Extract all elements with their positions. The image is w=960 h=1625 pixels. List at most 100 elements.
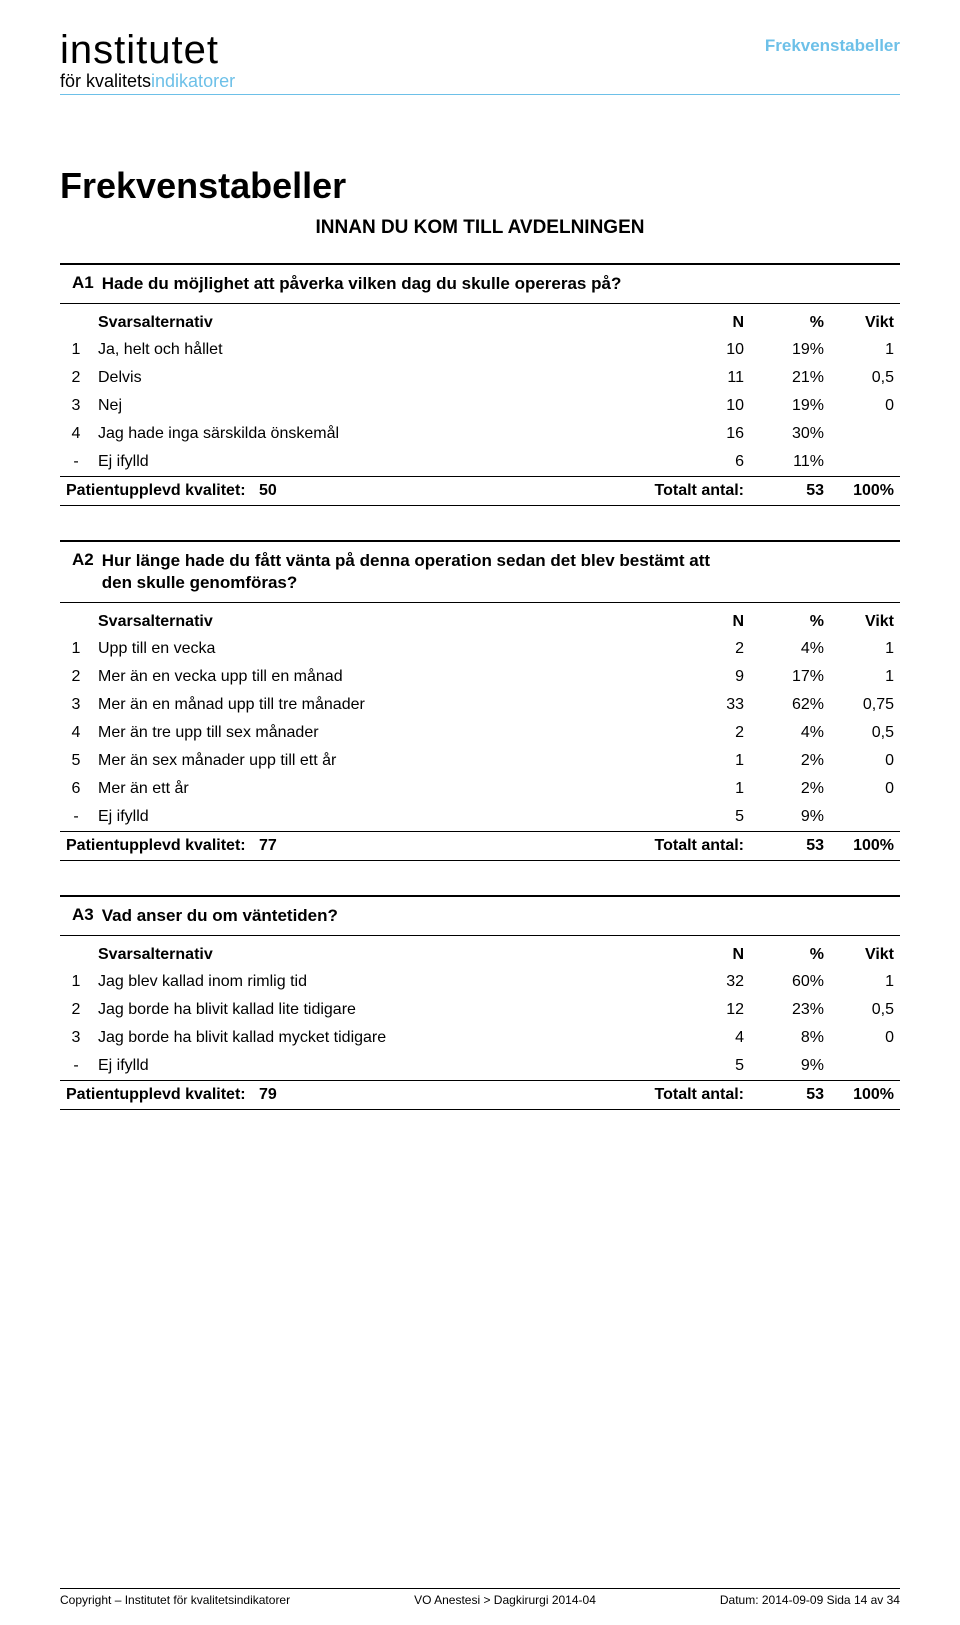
row-vikt xyxy=(830,420,900,448)
row-vikt: 0,75 xyxy=(830,691,900,719)
section-heading: INNAN DU KOM TILL AVDELNINGEN xyxy=(60,217,900,239)
summary-puk-label: Patientupplevd kvalitet: xyxy=(66,1086,259,1103)
question-text: Vad anser du om väntetiden? xyxy=(102,905,338,927)
question-title-row: A2Hur länge hade du fått vänta på denna … xyxy=(60,548,900,598)
row-n: 32 xyxy=(649,968,750,996)
row-n: 11 xyxy=(649,364,750,392)
row-pct: 11% xyxy=(750,448,830,477)
question-block: A1Hade du möjlighet att påverka vilken d… xyxy=(60,263,900,506)
question-code: A1 xyxy=(72,273,94,293)
row-n: 12 xyxy=(649,996,750,1024)
summary-totalt-pct: 100% xyxy=(830,1081,900,1110)
summary-puk-cell: Patientupplevd kvalitet: 77 xyxy=(60,832,649,861)
row-idx: 2 xyxy=(60,663,92,691)
row-pct: 17% xyxy=(750,663,830,691)
row-pct: 19% xyxy=(750,336,830,364)
row-vikt: 1 xyxy=(830,635,900,663)
logo: institutet för kvalitetsindikatorer xyxy=(60,30,235,90)
row-idx: - xyxy=(60,448,92,477)
row-vikt: 0,5 xyxy=(830,719,900,747)
table-row: 4Mer än tre upp till sex månader24%0,5 xyxy=(60,719,900,747)
col-vikt: Vikt xyxy=(830,310,900,336)
row-idx: 1 xyxy=(60,336,92,364)
footer-center: VO Anestesi > Dagkirurgi 2014-04 xyxy=(414,1593,596,1607)
summary-row: Patientupplevd kvalitet: 77Totalt antal:… xyxy=(60,832,900,861)
row-n: 2 xyxy=(649,719,750,747)
table-row: -Ej ifylld59% xyxy=(60,1052,900,1081)
col-n: N xyxy=(649,609,750,635)
row-pct: 19% xyxy=(750,392,830,420)
question-rule-top xyxy=(60,540,900,542)
row-n: 6 xyxy=(649,448,750,477)
summary-row: Patientupplevd kvalitet: 50Totalt antal:… xyxy=(60,477,900,506)
page-title: Frekvenstabeller xyxy=(60,165,900,207)
row-pct: 8% xyxy=(750,1024,830,1052)
table-row: 2Jag borde ha blivit kallad lite tidigar… xyxy=(60,996,900,1024)
row-idx: 6 xyxy=(60,775,92,803)
summary-totalt-label: Totalt antal: xyxy=(649,477,750,506)
row-label: Mer än tre upp till sex månader xyxy=(92,719,649,747)
row-label: Jag borde ha blivit kallad mycket tidiga… xyxy=(92,1024,649,1052)
table-header-row: SvarsalternativN%Vikt xyxy=(60,310,900,336)
summary-puk-value: 77 xyxy=(259,837,277,854)
row-label: Nej xyxy=(92,392,649,420)
table-row: 4Jag hade inga särskilda önskemål1630% xyxy=(60,420,900,448)
table-row: 1Jag blev kallad inom rimlig tid3260%1 xyxy=(60,968,900,996)
row-idx: 2 xyxy=(60,364,92,392)
summary-puk-value: 79 xyxy=(259,1086,277,1103)
summary-totalt-pct: 100% xyxy=(830,477,900,506)
row-vikt: 1 xyxy=(830,968,900,996)
col-vikt: Vikt xyxy=(830,942,900,968)
summary-puk-label: Patientupplevd kvalitet: xyxy=(66,482,259,499)
row-idx: - xyxy=(60,803,92,832)
table-row: 6Mer än ett år12%0 xyxy=(60,775,900,803)
row-idx: 3 xyxy=(60,691,92,719)
page-header: institutet för kvalitetsindikatorer Frek… xyxy=(60,30,900,90)
logo-line2-pre: för kvalitets xyxy=(60,71,151,91)
frequency-table: SvarsalternativN%Vikt1Jag blev kallad in… xyxy=(60,942,900,1110)
row-label: Ej ifylld xyxy=(92,1052,649,1081)
summary-totalt-n: 53 xyxy=(750,1081,830,1110)
summary-puk-cell: Patientupplevd kvalitet: 50 xyxy=(60,477,649,506)
summary-totalt-label: Totalt antal: xyxy=(649,832,750,861)
row-vikt xyxy=(830,448,900,477)
row-label: Mer än sex månader upp till ett år xyxy=(92,747,649,775)
table-header-row: SvarsalternativN%Vikt xyxy=(60,942,900,968)
table-row: 1Upp till en vecka24%1 xyxy=(60,635,900,663)
row-pct: 2% xyxy=(750,775,830,803)
table-header-row: SvarsalternativN%Vikt xyxy=(60,609,900,635)
table-row: 5Mer än sex månader upp till ett år12%0 xyxy=(60,747,900,775)
question-rule-top xyxy=(60,895,900,897)
row-pct: 23% xyxy=(750,996,830,1024)
row-vikt: 0,5 xyxy=(830,996,900,1024)
row-n: 5 xyxy=(649,803,750,832)
row-vikt: 0 xyxy=(830,775,900,803)
col-idx xyxy=(60,609,92,635)
col-pct: % xyxy=(750,609,830,635)
question-rule-mid xyxy=(60,602,900,603)
frequency-table: SvarsalternativN%Vikt1Upp till en vecka2… xyxy=(60,609,900,861)
row-idx: 2 xyxy=(60,996,92,1024)
question-title-row: A3Vad anser du om väntetiden? xyxy=(60,903,900,931)
row-vikt: 1 xyxy=(830,663,900,691)
question-block: A3Vad anser du om väntetiden? Svarsaltern… xyxy=(60,895,900,1110)
row-pct: 30% xyxy=(750,420,830,448)
row-label: Ej ifylld xyxy=(92,448,649,477)
page-footer: Copyright – Institutet för kvalitetsindi… xyxy=(60,1588,900,1607)
row-label: Jag blev kallad inom rimlig tid xyxy=(92,968,649,996)
row-idx: 4 xyxy=(60,719,92,747)
row-n: 9 xyxy=(649,663,750,691)
logo-line2: för kvalitetsindikatorer xyxy=(60,72,235,90)
row-vikt: 0 xyxy=(830,1024,900,1052)
table-row: 3Mer än en månad upp till tre månader336… xyxy=(60,691,900,719)
table-row: -Ej ifylld59% xyxy=(60,803,900,832)
question-rule-mid xyxy=(60,935,900,936)
row-idx: 3 xyxy=(60,392,92,420)
row-label: Ej ifylld xyxy=(92,803,649,832)
table-row: 3Jag borde ha blivit kallad mycket tidig… xyxy=(60,1024,900,1052)
row-idx: 1 xyxy=(60,968,92,996)
summary-totalt-label: Totalt antal: xyxy=(649,1081,750,1110)
logo-line1: institutet xyxy=(60,30,235,70)
question-block: A2Hur länge hade du fått vänta på denna … xyxy=(60,540,900,861)
summary-row: Patientupplevd kvalitet: 79 Totalt antal:… xyxy=(60,1081,900,1110)
